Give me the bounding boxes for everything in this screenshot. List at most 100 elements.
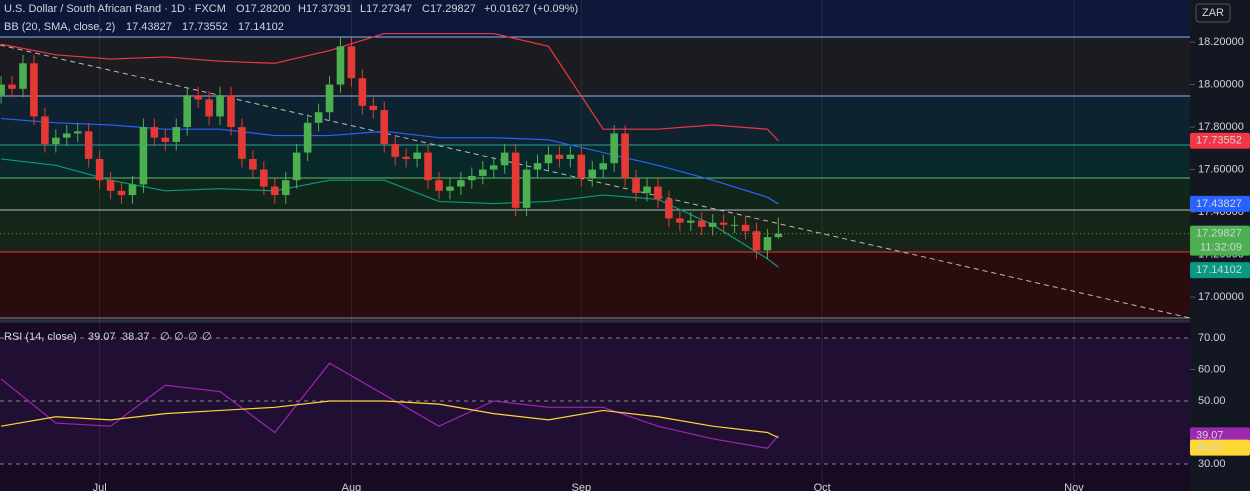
candle-body (665, 199, 673, 219)
y-tick-label: 70.00 (1198, 332, 1226, 344)
candle-body (52, 137, 60, 145)
candle-body (741, 224, 750, 232)
candle-body (577, 154, 586, 179)
candle-body (62, 133, 71, 138)
candle-body (380, 110, 389, 145)
candle-body (588, 169, 597, 179)
candle-body (281, 180, 290, 196)
candle-body (686, 220, 695, 223)
rsi-ma-label: 38.37 (1196, 442, 1224, 454)
candle-body (369, 105, 378, 111)
rsi-pane (0, 319, 1250, 491)
candle-body (402, 156, 410, 159)
candle-body (555, 154, 564, 159)
candle-body (30, 63, 38, 117)
candle-body (292, 152, 301, 181)
indicator-line (1, 158, 779, 268)
x-tick-label: Oct (814, 482, 831, 491)
plot (0, 0, 1190, 491)
indicator-line (0, 400, 779, 439)
candle-body (676, 218, 684, 223)
y-tick-label: 30.00 (1198, 458, 1226, 470)
y-tick-label: 17.00000 (1198, 291, 1244, 303)
rsi-label: 39.07 (1196, 429, 1224, 441)
candle-body (260, 169, 268, 187)
candle-body (489, 165, 498, 170)
candle-body (172, 127, 181, 142)
candle-body (358, 78, 367, 106)
candle-body (533, 163, 542, 170)
rsi-empty: ∅ (160, 331, 170, 343)
candle-body (511, 152, 520, 208)
last-price-label-box (1190, 225, 1250, 256)
candle-body (161, 137, 170, 142)
y-tick-label: 50.00 (1198, 395, 1226, 407)
candle-body (106, 180, 115, 191)
candle-body (654, 186, 662, 200)
bb-upper-label: 17.73552 (1196, 135, 1242, 147)
candle-body (522, 169, 531, 208)
rsi-empty: ∅ (202, 331, 212, 343)
currency: ZAR (1202, 7, 1224, 19)
candle-body (500, 152, 509, 166)
rsi-title: RSI (14, close) (4, 331, 77, 343)
candle-body (117, 190, 126, 196)
candle-body (19, 63, 27, 89)
candle-body (468, 175, 476, 181)
candle-body (336, 46, 345, 85)
candle-body (413, 152, 421, 159)
candle-body (270, 186, 279, 196)
candle-body (599, 163, 608, 170)
candle-body (8, 84, 16, 89)
candle-body (95, 158, 104, 181)
x-tick-label: Nov (1064, 482, 1084, 491)
ohlc-value: +0.01627 (+0.09%) (484, 3, 578, 15)
candle-body (128, 184, 137, 196)
candle-body (446, 186, 454, 191)
countdown: 11:32:09 (1200, 242, 1242, 254)
candle-body (708, 222, 717, 227)
candle-body (730, 224, 739, 226)
candle-body (325, 84, 334, 113)
indicator-line (1, 117, 779, 205)
ohlc-value: C17.29827 (422, 3, 476, 15)
bb-lower-label: 17.14102 (1196, 264, 1242, 276)
candle-body (41, 116, 49, 145)
candle-body (774, 233, 783, 238)
candle-body (478, 169, 487, 176)
ohlc-value: L17.27347 (360, 3, 412, 15)
indicator-line (0, 362, 779, 449)
candle-body (752, 231, 761, 251)
candle-body (643, 186, 651, 193)
y-tick-label: 18.20000 (1198, 36, 1244, 48)
bb-value: 17.14102 (238, 21, 284, 33)
candle-body (763, 237, 772, 251)
candle-body (719, 222, 728, 225)
rsi-empty: ∅ (188, 331, 198, 343)
bb-basis-label: 17.43827 (1196, 198, 1242, 210)
indicator-line (0, 32, 779, 142)
candle-body (139, 127, 148, 185)
candle-body (566, 154, 575, 159)
candle-body (84, 131, 93, 159)
bb-upper-label-box (1190, 132, 1250, 149)
rsi-value: 39.07 (88, 331, 116, 343)
candle-body (457, 180, 465, 187)
candle-body (424, 152, 432, 181)
candle-body (216, 95, 224, 117)
candle-body (238, 127, 246, 159)
bb-value: 17.73552 (182, 21, 228, 33)
bb-title: BB (20, SMA, close, 2) (4, 21, 115, 33)
rsi-label-box (1190, 427, 1250, 444)
candle-body (73, 131, 82, 134)
candle-body (632, 178, 640, 193)
candle-body (183, 95, 192, 128)
ohlc-value: H17.37391 (298, 3, 352, 15)
candle-body (621, 133, 629, 179)
y-tick-label: 17.60000 (1198, 163, 1244, 175)
candle-body (610, 133, 618, 164)
y-tick-label: 18.00000 (1198, 78, 1244, 90)
candle-body (0, 84, 5, 96)
last-price-label: 17.29827 (1196, 228, 1242, 240)
